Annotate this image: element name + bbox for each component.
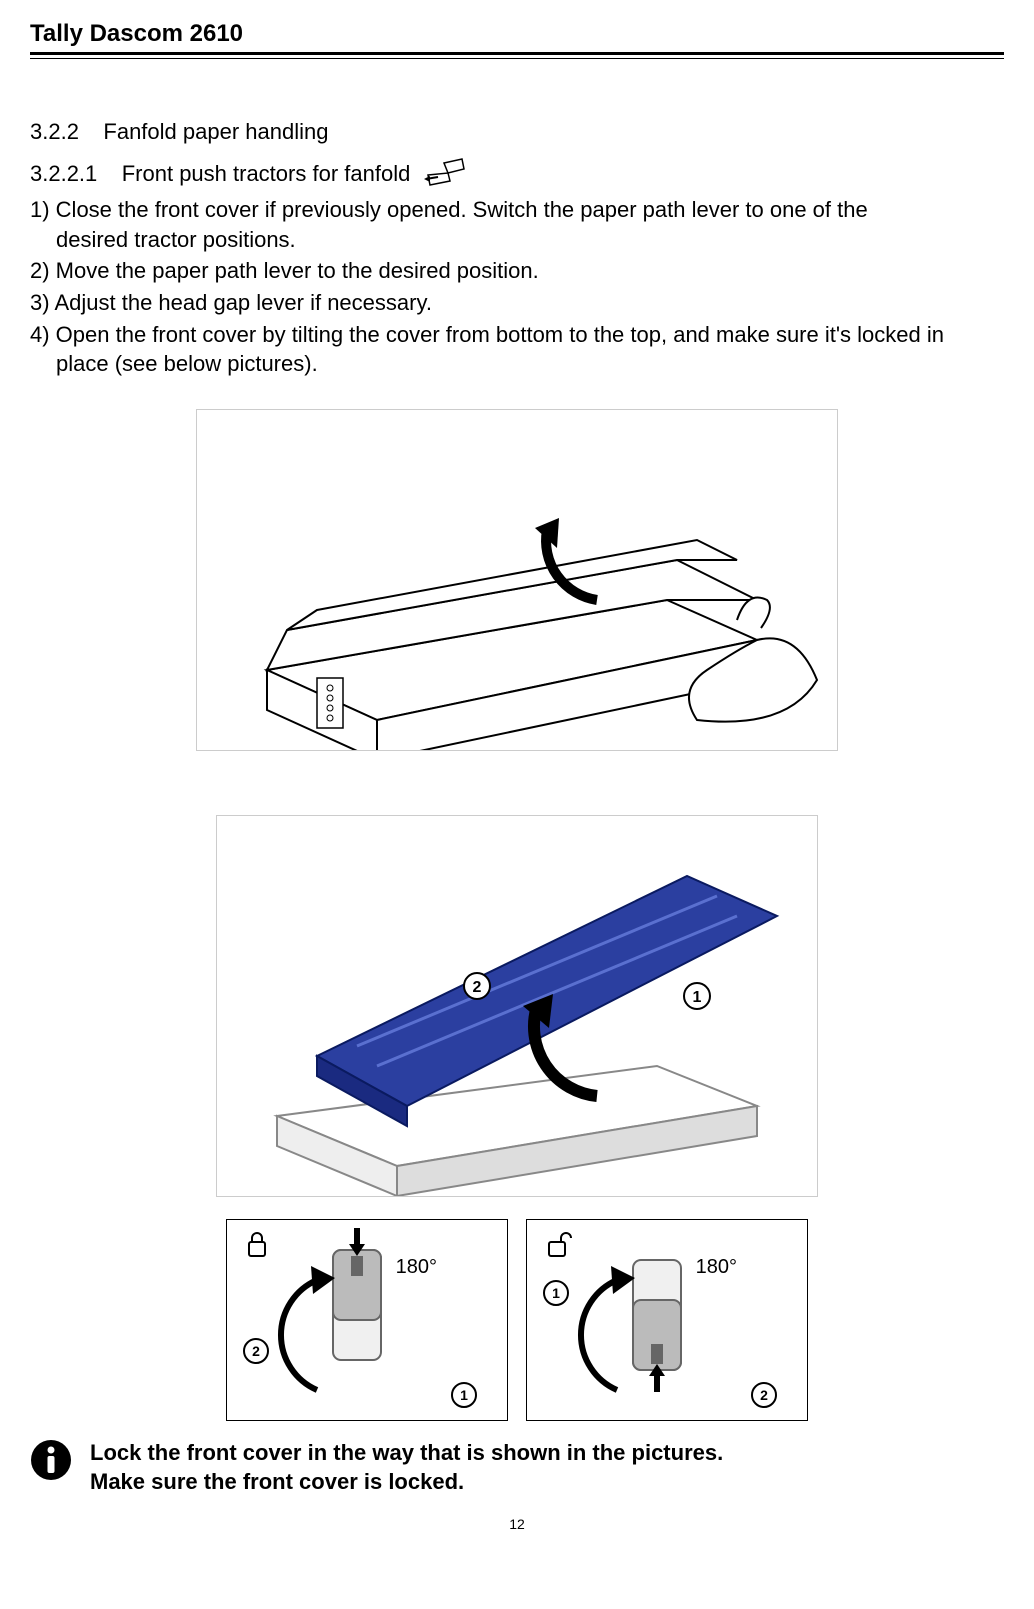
note-line-1: Lock the front cover in the way that is … bbox=[90, 1439, 723, 1468]
callout-1: 1 bbox=[543, 1280, 569, 1306]
page-number: 12 bbox=[30, 1516, 1004, 1532]
step-2: 2) Move the paper path lever to the desi… bbox=[30, 256, 1004, 286]
step-1: 1) Close the front cover if previously o… bbox=[30, 195, 1004, 254]
info-note: Lock the front cover in the way that is … bbox=[30, 1439, 1004, 1496]
fanfold-icon bbox=[424, 157, 468, 191]
figure-printer-cover-open: 2 1 bbox=[216, 815, 818, 1197]
svg-text:1: 1 bbox=[693, 989, 702, 1006]
callout-1: 1 bbox=[451, 1382, 477, 1408]
section-heading-2: 3.2.2 Fanfold paper handling bbox=[30, 119, 1004, 145]
svg-text:2: 2 bbox=[473, 979, 482, 996]
step-1-line1: 1) Close the front cover if previously o… bbox=[30, 197, 868, 222]
section-num-2: 3.2.2 bbox=[30, 119, 79, 144]
step-3: 3) Adjust the head gap lever if necessar… bbox=[30, 288, 1004, 318]
step-1-line2: desired tractor positions. bbox=[30, 225, 1004, 255]
callout-2: 2 bbox=[751, 1382, 777, 1408]
info-icon bbox=[30, 1439, 72, 1481]
figure-lock-closed: 180° 2 1 bbox=[226, 1219, 508, 1421]
doc-header-title: Tally Dascom 2610 bbox=[30, 20, 1004, 48]
note-line-2: Make sure the front cover is locked. bbox=[90, 1468, 723, 1497]
figure-lock-open: 180° 1 2 bbox=[526, 1219, 808, 1421]
section-num-3: 3.2.2.1 bbox=[30, 161, 97, 186]
section-title-2: Fanfold paper handling bbox=[103, 119, 328, 144]
step-4: 4) Open the front cover by tilting the c… bbox=[30, 320, 1004, 379]
callout-2: 2 bbox=[243, 1338, 269, 1364]
figure-printer-lift-cover bbox=[196, 409, 838, 751]
section-title-3: Front push tractors for fanfold bbox=[122, 161, 411, 186]
header-rule bbox=[30, 52, 1004, 59]
step-4-line1: 4) Open the front cover by tilting the c… bbox=[30, 322, 944, 347]
step-4-line2: place (see below pictures). bbox=[30, 349, 1004, 379]
section-heading-3: 3.2.2.1 Front push tractors for fanfold bbox=[30, 157, 1004, 191]
lock-diagram-row: 180° 2 1 bbox=[30, 1219, 1004, 1421]
